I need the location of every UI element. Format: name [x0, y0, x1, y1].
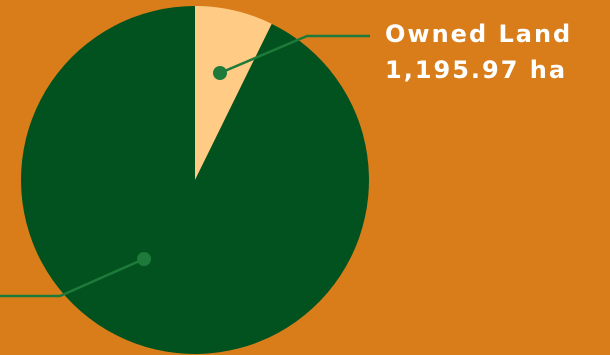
owned-land-leader-line: [219, 34, 370, 75]
owned-land-label: Owned Land: [385, 20, 572, 48]
other-slice-leader-dot: [137, 252, 151, 266]
pie-slice-owned-land: [195, 6, 272, 180]
pie-slice-other-1: [20, 5, 369, 354]
other-slice-leader-line: [0, 257, 145, 298]
owned-land-value: 1,195.97 ha: [385, 56, 567, 84]
pie-slices: [20, 5, 369, 354]
owned-land-leader-dot: [213, 66, 227, 80]
